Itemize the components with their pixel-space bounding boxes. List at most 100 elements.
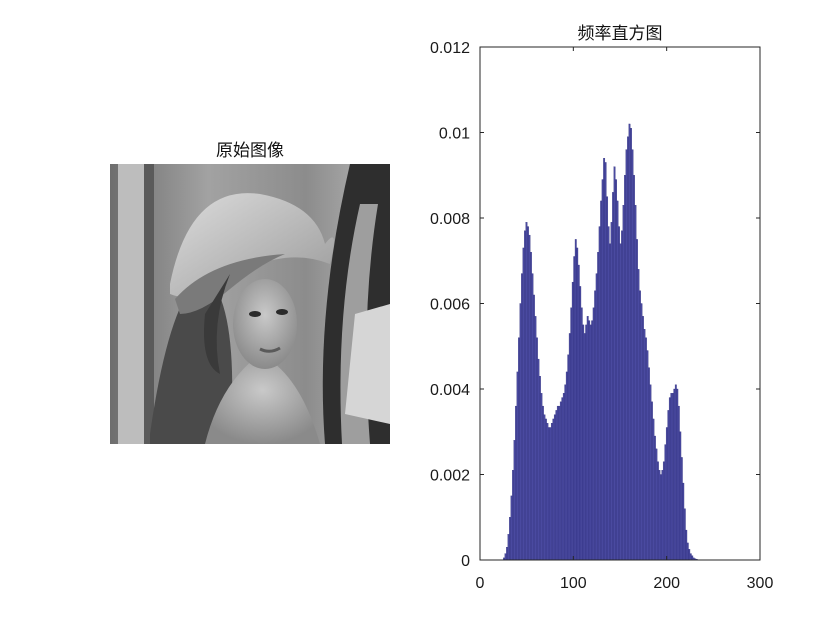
histogram-bar — [658, 470, 661, 561]
histogram-bar — [528, 234, 531, 561]
histogram-bar — [588, 320, 591, 561]
histogram-bar — [606, 196, 609, 561]
histogram-bar — [664, 444, 667, 561]
histogram-bar — [607, 226, 610, 561]
histogram-bar — [552, 418, 555, 561]
x-tick-label: 0 — [476, 575, 485, 592]
y-tick-label: 0.01 — [439, 126, 470, 143]
histogram-bar — [564, 384, 567, 561]
histogram-bar — [627, 136, 629, 561]
histogram-bar — [619, 243, 622, 561]
histogram-bar — [555, 410, 558, 561]
histogram-bar — [571, 281, 574, 561]
histogram-bar — [589, 324, 592, 561]
histogram-bar — [633, 175, 635, 561]
histogram-bar — [556, 405, 559, 561]
histogram-bar — [651, 401, 653, 561]
histogram-bar — [558, 405, 561, 561]
histogram-bar — [667, 410, 670, 561]
histogram-bar — [603, 157, 606, 561]
histogram-bar — [516, 371, 519, 561]
x-tick-label: 100 — [560, 575, 587, 592]
histogram-bar — [680, 457, 683, 561]
histogram-bar — [577, 264, 580, 561]
original-image — [110, 164, 390, 444]
histogram-bar — [649, 384, 652, 561]
histogram-bar — [677, 405, 680, 561]
y-tick-label: 0.008 — [430, 211, 470, 228]
histogram-bar — [610, 222, 613, 561]
histogram-bar — [515, 405, 517, 561]
histogram-bar — [582, 324, 585, 561]
histogram-bar — [661, 470, 664, 561]
histogram-bar — [527, 226, 529, 561]
histogram-bar — [595, 273, 598, 561]
histogram-bar — [597, 252, 600, 561]
histogram-bar — [637, 269, 640, 561]
portrait-image — [110, 164, 390, 444]
histogram-bar — [609, 243, 612, 561]
histogram-bar — [567, 354, 570, 561]
histogram-bar — [655, 448, 658, 561]
histogram-bar — [686, 542, 689, 561]
histogram-bar — [601, 179, 604, 561]
histogram-bar — [616, 200, 619, 561]
histogram-bar — [622, 205, 625, 561]
histogram-bar — [645, 337, 647, 561]
histogram-bar — [636, 239, 638, 561]
histogram-bar — [639, 290, 641, 561]
histogram-bar — [553, 414, 556, 561]
histogram-bar — [642, 316, 644, 561]
y-tick-label: 0.002 — [430, 468, 470, 485]
histogram-bar — [536, 337, 538, 561]
y-tick-label: 0.004 — [430, 382, 470, 399]
histogram-bar — [504, 553, 507, 561]
histogram-bar — [656, 461, 659, 561]
histogram-bar — [562, 393, 565, 561]
histogram-bar — [549, 427, 552, 561]
histogram-bar — [519, 303, 522, 561]
histogram-bar — [534, 316, 537, 561]
histogram-bar — [631, 149, 634, 561]
histogram-bar — [583, 333, 586, 561]
histogram-bar — [510, 495, 513, 561]
histogram-bar — [640, 303, 643, 561]
histogram-bar — [624, 175, 626, 561]
histogram-bar — [530, 252, 532, 561]
histogram-bar — [689, 553, 692, 561]
histogram-bar — [643, 328, 646, 561]
histogram-bar — [580, 307, 583, 561]
histogram-bar — [513, 440, 516, 561]
histogram-bar — [573, 256, 576, 561]
histogram-bar — [525, 222, 528, 561]
histogram-bar — [691, 555, 694, 561]
histogram-bar — [559, 401, 562, 561]
histogram-bar — [547, 427, 550, 561]
histogram-bar — [570, 307, 573, 561]
histogram-bar — [522, 247, 525, 561]
histogram-bar — [634, 205, 637, 561]
histogram-bar — [546, 423, 549, 561]
histogram-bar — [676, 388, 679, 561]
histogram-bar — [594, 290, 597, 561]
histogram-bar — [561, 397, 564, 561]
histogram-bar — [600, 200, 603, 561]
histogram-bar — [646, 350, 649, 561]
histogram-bar — [518, 337, 520, 561]
histogram-bar — [579, 286, 582, 561]
histogram-bar — [662, 461, 665, 561]
image-title: 原始图像 — [216, 141, 284, 161]
histogram-bar — [506, 547, 508, 561]
histogram-bar — [598, 226, 601, 561]
histogram-bar — [586, 316, 589, 561]
histogram-bar — [533, 294, 535, 561]
y-tick-label: 0.006 — [430, 297, 470, 314]
histogram-bar — [673, 388, 676, 561]
histogram-bar — [544, 418, 547, 561]
histogram-bar — [670, 393, 673, 561]
histogram-bar — [539, 376, 541, 561]
histogram-bar — [543, 414, 546, 561]
histogram-bar — [688, 549, 691, 561]
histogram-bar — [591, 320, 594, 561]
histogram-bar — [576, 247, 579, 561]
